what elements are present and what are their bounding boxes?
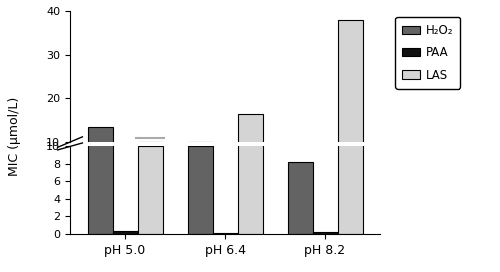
- Bar: [338, 0, 362, 234]
- Bar: [112, 231, 138, 234]
- Bar: [112, 184, 138, 186]
- Bar: [288, 162, 312, 234]
- Text: MIC (µmol/L): MIC (µmol/L): [8, 96, 22, 176]
- Bar: [312, 185, 338, 186]
- Bar: [138, 142, 162, 186]
- Bar: [88, 116, 112, 234]
- Bar: [188, 142, 212, 186]
- Bar: [238, 89, 262, 234]
- Bar: [212, 233, 238, 234]
- Bar: [338, 20, 362, 186]
- Bar: [138, 146, 162, 234]
- Bar: [212, 185, 238, 186]
- Bar: [88, 127, 112, 186]
- Bar: [288, 150, 312, 186]
- Bar: [238, 114, 262, 186]
- Bar: [312, 232, 338, 234]
- Legend: H₂O₂, PAA, LAS: H₂O₂, PAA, LAS: [395, 17, 460, 89]
- Bar: [188, 146, 212, 234]
